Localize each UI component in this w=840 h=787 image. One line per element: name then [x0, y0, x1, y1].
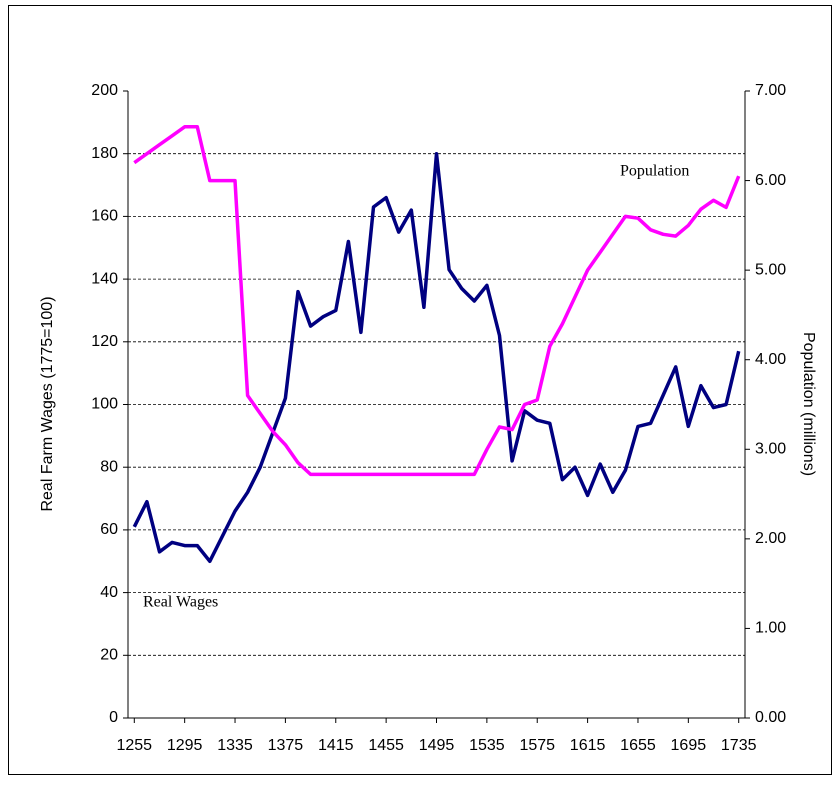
- y2-tick-label: 2.00: [755, 530, 786, 547]
- y2-tick-label: 7.00: [755, 82, 786, 99]
- y-tick-label: 100: [91, 396, 118, 413]
- y-tick-label: 80: [100, 458, 118, 475]
- x-tick-label: 1375: [268, 737, 304, 754]
- x-tick-label: 1655: [620, 737, 656, 754]
- x-tick-label: 1735: [721, 737, 757, 754]
- y2-tick-label: 4.00: [755, 351, 786, 368]
- y2-tick-label: 1.00: [755, 620, 786, 637]
- y-tick-label: 40: [100, 584, 118, 601]
- x-tick-label: 1335: [217, 737, 253, 754]
- y-tick-label: 200: [91, 82, 118, 99]
- y-tick-label: 180: [91, 145, 118, 162]
- y-tick-label: 60: [100, 521, 118, 538]
- series-line: [132, 151, 741, 564]
- x-tick-label: 1575: [519, 737, 555, 754]
- x-tick-label: 1415: [318, 737, 354, 754]
- y-tick-label: 20: [100, 647, 118, 664]
- chart-border: [8, 5, 832, 775]
- series-line: [133, 125, 741, 477]
- x-tick-label: 1295: [167, 737, 203, 754]
- annotation: Real Wages: [143, 594, 218, 611]
- y2-tick-label: 0.00: [755, 709, 786, 726]
- x-tick-label: 1495: [419, 737, 455, 754]
- y-tick-label: 0: [109, 709, 118, 726]
- annotation: Population: [620, 163, 689, 180]
- y-tick-label: 140: [91, 270, 118, 287]
- x-tick-label: 1535: [469, 737, 505, 754]
- x-tick-label: 1255: [116, 737, 152, 754]
- y-tick-label: 120: [91, 333, 118, 350]
- x-tick-label: 1615: [570, 737, 606, 754]
- y-axis-title: Real Farm Wages (1775=100): [39, 296, 56, 511]
- x-tick-label: 1455: [368, 737, 404, 754]
- y2-tick-label: 5.00: [755, 261, 786, 278]
- y2-tick-label: 3.00: [755, 441, 786, 458]
- y2-tick-label: 6.00: [755, 172, 786, 189]
- x-tick-label: 1695: [671, 737, 707, 754]
- y-tick-label: 160: [91, 208, 118, 225]
- y2-axis-title: Population (millions): [800, 332, 817, 476]
